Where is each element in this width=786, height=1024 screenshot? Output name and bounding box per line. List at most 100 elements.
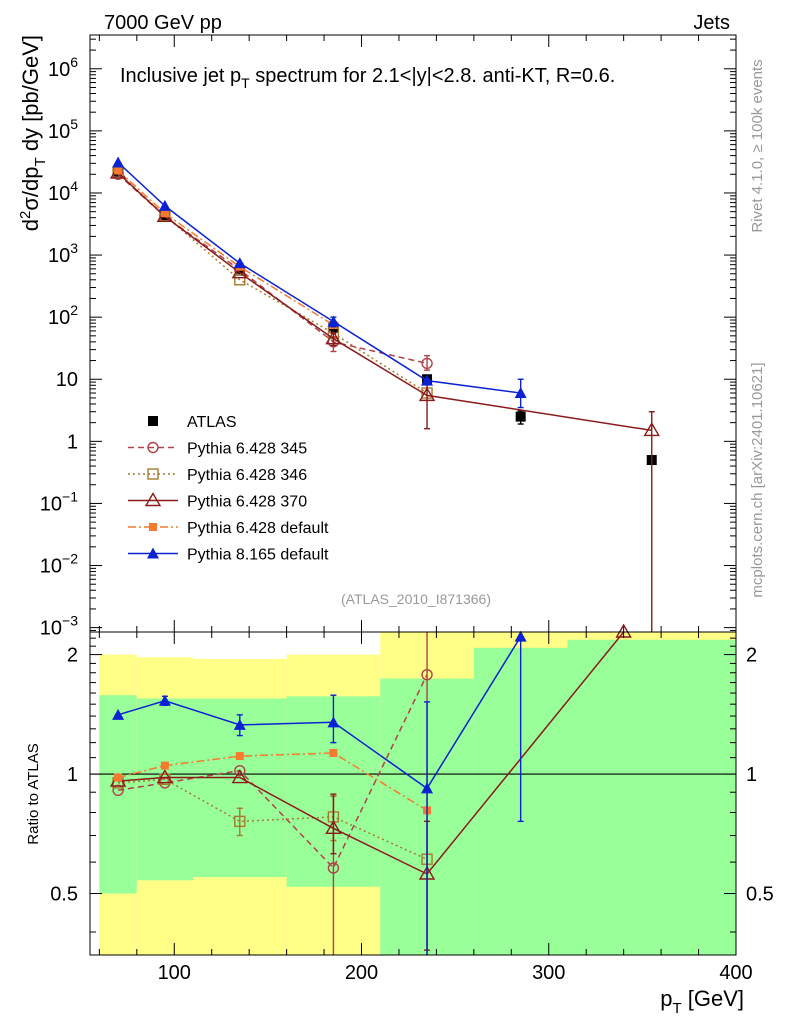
main-point-p370 bbox=[325, 330, 342, 345]
legend-entry-atlas: ATLAS bbox=[148, 414, 237, 431]
ratio-point-p6def bbox=[160, 761, 169, 770]
ratio-band-green bbox=[567, 639, 736, 955]
legend-entry-p8def: Pythia 8.165 default bbox=[128, 547, 329, 564]
x-tick-label: 300 bbox=[532, 962, 565, 984]
ratio-line-p370 bbox=[118, 631, 625, 875]
main-panel: Inclusive jet pT spectrum for 2.1<|y|<2.… bbox=[17, 34, 737, 640]
ratio-y-tick-label-left: 2 bbox=[67, 645, 78, 667]
y-tick-label: 10 bbox=[56, 369, 78, 391]
y-tick-exponent: −3 bbox=[62, 613, 78, 629]
ratio-point-p345 bbox=[421, 668, 433, 681]
y-tick-exponent: 4 bbox=[70, 178, 78, 194]
y-tick-label: 104 bbox=[48, 178, 78, 205]
y-tick-base: 10 bbox=[48, 307, 70, 329]
ratio-point-p345 bbox=[327, 862, 340, 874]
main-point-p370 bbox=[231, 264, 249, 279]
main-point-p6def bbox=[160, 209, 169, 218]
ratio-point-p6def bbox=[114, 773, 123, 782]
y-tick-label: 10−2 bbox=[40, 551, 78, 578]
legend-entry-p346: Pythia 6.428 346 bbox=[128, 467, 307, 484]
ratio-line-p346 bbox=[118, 778, 428, 860]
main-point-p8def bbox=[112, 156, 125, 168]
main-line-p370 bbox=[117, 172, 652, 432]
ratio-y-tick-label-right: 1 bbox=[746, 764, 757, 786]
y-tick-label: 1 bbox=[67, 431, 78, 453]
ylabel-sup: 2 bbox=[17, 211, 34, 219]
y-tick-base: 10 bbox=[48, 121, 70, 143]
ratio-point-p8def bbox=[514, 630, 527, 642]
y-tick-label: 105 bbox=[48, 116, 78, 143]
main-point-p370 bbox=[643, 422, 660, 437]
main-point-p8def bbox=[514, 387, 527, 399]
ratio-point-p8def bbox=[112, 708, 125, 720]
y-tick-base: 10 bbox=[40, 618, 62, 640]
main-plot-area bbox=[109, 156, 660, 632]
ylabel-sub: T bbox=[32, 157, 49, 166]
main-title-pre: Inclusive jet p bbox=[120, 65, 241, 87]
y-tick-label: 10−1 bbox=[40, 488, 78, 515]
ratio-plot-area bbox=[90, 623, 736, 955]
main-point-p8def bbox=[158, 199, 171, 211]
ratio-y-tick-label-left: 0.5 bbox=[50, 884, 78, 906]
legend-label: Pythia 8.165 default bbox=[187, 547, 329, 564]
ratio-line-p8def bbox=[117, 636, 522, 790]
main-series-p370 bbox=[109, 164, 660, 632]
legend-marker bbox=[148, 416, 158, 426]
y-tick-base: 10 bbox=[40, 493, 62, 515]
y-tick-base: 10 bbox=[40, 556, 62, 578]
y-tick-base: 10 bbox=[48, 59, 70, 81]
header-right: Jets bbox=[693, 12, 730, 34]
y-tick-base: 1 bbox=[67, 431, 78, 453]
legend-marker bbox=[147, 468, 159, 480]
mcplots-label: mcplots.cern.ch [arXiv:2401.10621] bbox=[749, 362, 766, 597]
ratio-point-p8def bbox=[421, 782, 434, 794]
legend-entry-p6def: Pythia 6.428 default bbox=[128, 520, 329, 537]
ratio-point-p370 bbox=[325, 819, 342, 834]
legend-label: Pythia 6.428 345 bbox=[187, 441, 307, 458]
main-point-p346 bbox=[234, 274, 246, 286]
ratio-point-p345 bbox=[112, 784, 124, 797]
y-tick-label: 102 bbox=[48, 302, 78, 329]
ratio-y-tick-label-right: 0.5 bbox=[746, 884, 774, 906]
y-tick-exponent: 5 bbox=[70, 116, 78, 132]
y-tick-base: 10 bbox=[56, 369, 78, 391]
legend-entry-p370: Pythia 6.428 370 bbox=[128, 492, 307, 511]
legend-entry-p345: Pythia 6.428 345 bbox=[128, 441, 307, 458]
ratio-xlabel: pT [GeV] bbox=[660, 986, 744, 1017]
xlabel-rest: [GeV] bbox=[682, 986, 744, 1011]
x-tick-label: 400 bbox=[719, 962, 752, 984]
rivet-label: Rivet 4.1.0, ≥ 100k events bbox=[749, 59, 766, 232]
main-point-p345 bbox=[421, 357, 433, 370]
ratio-frame bbox=[89, 631, 737, 956]
watermark: (ATLAS_2010_I871366) bbox=[341, 591, 491, 607]
ratio-point-p8def bbox=[327, 716, 340, 728]
y-tick-label: 103 bbox=[48, 240, 78, 267]
main-series-p345 bbox=[112, 168, 433, 371]
ratio-y-tick-label-right: 2 bbox=[746, 645, 757, 667]
ylabel-sigma: σ/dp bbox=[18, 166, 43, 210]
ratio-panel: Ratio to ATLAS 2 2 1 1 0.5 0.5 100 200 300 400 pT… bbox=[25, 623, 774, 1017]
legend-marker bbox=[147, 441, 159, 454]
y-tick-label: 10−3 bbox=[40, 613, 78, 640]
main-series-p6def bbox=[114, 166, 338, 329]
main-frame bbox=[89, 34, 737, 633]
ratio-y-tick-label-left: 1 bbox=[67, 764, 78, 786]
main-line-p6def bbox=[117, 169, 334, 326]
legend-label: ATLAS bbox=[187, 414, 237, 431]
ratio-point-p6def bbox=[329, 748, 338, 757]
ratio-point-p8def bbox=[158, 694, 171, 706]
main-point-p8def bbox=[233, 257, 246, 269]
xlabel-p: p bbox=[660, 986, 672, 1011]
legend: ATLAS Pythia 6.428 345 Pythia 6.428 346 Pyt… bbox=[128, 414, 329, 564]
legend-label: Pythia 6.428 370 bbox=[187, 494, 307, 511]
header-left: 7000 GeV pp bbox=[104, 12, 222, 34]
legend-label: Pythia 6.428 default bbox=[187, 520, 329, 537]
ylabel-rest: dy [pb/GeV] bbox=[18, 35, 43, 157]
main-title-sub: T bbox=[241, 75, 250, 91]
legend-label: Pythia 6.428 346 bbox=[187, 467, 307, 484]
main-point-p8def bbox=[327, 315, 340, 327]
ratio-point-p8def bbox=[233, 718, 246, 730]
xlabel-sub: T bbox=[672, 1000, 681, 1017]
